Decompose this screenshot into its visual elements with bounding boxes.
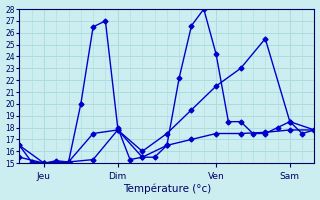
X-axis label: Température (°c): Température (°c) <box>123 184 211 194</box>
